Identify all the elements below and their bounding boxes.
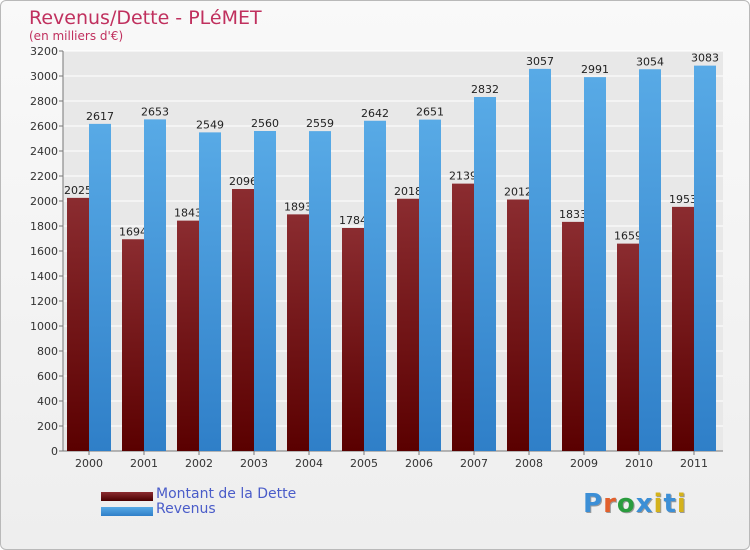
data-label-revenue: 2651 xyxy=(416,106,444,119)
data-label-revenue: 3054 xyxy=(636,55,664,68)
bar-debt xyxy=(672,206,694,451)
y-tick-label: 600 xyxy=(37,370,58,383)
bar-debt xyxy=(452,183,474,451)
bar-revenue xyxy=(309,131,331,451)
data-label-debt: 1953 xyxy=(669,193,697,206)
y-tick-label: 2400 xyxy=(30,145,58,158)
data-label-revenue: 2559 xyxy=(306,117,334,130)
data-label-debt: 1784 xyxy=(339,214,367,227)
data-label-revenue: 2653 xyxy=(141,105,169,118)
data-label-debt: 2012 xyxy=(504,186,532,199)
data-label-revenue: 2549 xyxy=(196,118,224,131)
x-tick-label: 2000 xyxy=(75,457,103,470)
bar-revenue xyxy=(144,119,166,451)
data-label-debt: 2096 xyxy=(229,175,257,188)
y-tick-label: 2200 xyxy=(30,170,58,183)
data-label-debt: 2025 xyxy=(64,184,92,197)
data-label-revenue: 2991 xyxy=(581,63,609,76)
data-label-debt: 1893 xyxy=(284,200,312,213)
y-tick-label: 2600 xyxy=(30,120,58,133)
bar-revenue xyxy=(89,123,111,451)
logo-letter: i xyxy=(653,489,664,519)
data-label-revenue: 2832 xyxy=(471,83,499,96)
y-tick-label: 1600 xyxy=(30,245,58,258)
y-tick-label: 1400 xyxy=(30,270,58,283)
y-tick-label: 3200 xyxy=(30,45,58,58)
bar-debt xyxy=(617,243,639,451)
y-tick-label: 800 xyxy=(37,345,58,358)
x-tick-label: 2002 xyxy=(185,457,213,470)
data-label-revenue: 2642 xyxy=(361,107,389,120)
data-label-debt: 1843 xyxy=(174,207,202,220)
bar-revenue xyxy=(529,68,551,451)
y-tick-label: 1200 xyxy=(30,295,58,308)
bar-debt xyxy=(232,189,254,451)
bar-debt xyxy=(342,228,364,451)
y-tick-label: 3000 xyxy=(30,70,58,83)
x-tick-label: 2010 xyxy=(625,457,653,470)
bar-debt xyxy=(287,214,309,451)
logo-letter: o xyxy=(616,489,636,519)
bar-revenue xyxy=(364,120,386,451)
legend-label-debt: Montant de la Dette xyxy=(156,486,297,502)
logo-letter: x xyxy=(635,489,654,519)
bar-debt xyxy=(397,198,419,451)
bar-debt xyxy=(507,199,529,451)
data-label-debt: 1659 xyxy=(614,230,642,243)
y-tick-label: 2800 xyxy=(30,95,58,108)
bar-revenue xyxy=(254,131,276,451)
legend-swatch-debt xyxy=(101,492,153,501)
data-label-debt: 1694 xyxy=(119,225,147,238)
data-label-revenue: 2617 xyxy=(86,110,114,123)
x-tick-label: 2008 xyxy=(515,457,543,470)
x-tick-label: 2001 xyxy=(130,457,158,470)
data-label-debt: 1833 xyxy=(559,208,587,221)
y-tick-label: 200 xyxy=(37,420,58,433)
legend-label-revenue: Revenus xyxy=(156,501,216,517)
x-tick-label: 2005 xyxy=(350,457,378,470)
bar-debt xyxy=(67,197,89,451)
chart-subtitle: (en milliers d'€) xyxy=(29,29,124,43)
x-tick-label: 2003 xyxy=(240,457,268,470)
data-label-revenue: 3083 xyxy=(691,52,719,65)
data-label-debt: 2018 xyxy=(394,185,422,198)
bar-revenue xyxy=(199,132,221,451)
logo-letter: P xyxy=(583,489,604,519)
x-tick-label: 2007 xyxy=(460,457,488,470)
y-tick-label: 2000 xyxy=(30,195,58,208)
y-tick-label: 1000 xyxy=(30,320,58,333)
logo-letter: i xyxy=(676,489,687,519)
bar-debt xyxy=(122,239,144,451)
x-tick-label: 2006 xyxy=(405,457,433,470)
y-tick-label: 400 xyxy=(37,395,58,408)
y-tick-label: 1800 xyxy=(30,220,58,233)
data-label-debt: 2139 xyxy=(449,170,477,183)
bar-debt xyxy=(562,221,584,451)
legend-swatch-revenue xyxy=(101,507,153,516)
bar-revenue xyxy=(639,69,661,451)
bar-revenue xyxy=(584,77,606,451)
proxiti-logo: Proxiti xyxy=(583,489,687,519)
data-label-revenue: 2560 xyxy=(251,117,279,130)
bar-debt xyxy=(177,220,199,451)
chart-title: Revenus/Dette - PLéMET xyxy=(29,7,262,29)
bar-revenue xyxy=(474,97,496,451)
logo-letter: t xyxy=(663,489,677,519)
x-tick-label: 2004 xyxy=(295,457,323,470)
bar-revenue xyxy=(419,119,441,451)
x-tick-label: 2011 xyxy=(680,457,708,470)
y-tick-label: 0 xyxy=(51,445,58,458)
x-tick-label: 2009 xyxy=(570,457,598,470)
bar-revenue xyxy=(694,65,716,451)
logo-letter: r xyxy=(603,489,617,519)
data-label-revenue: 3057 xyxy=(526,55,554,68)
